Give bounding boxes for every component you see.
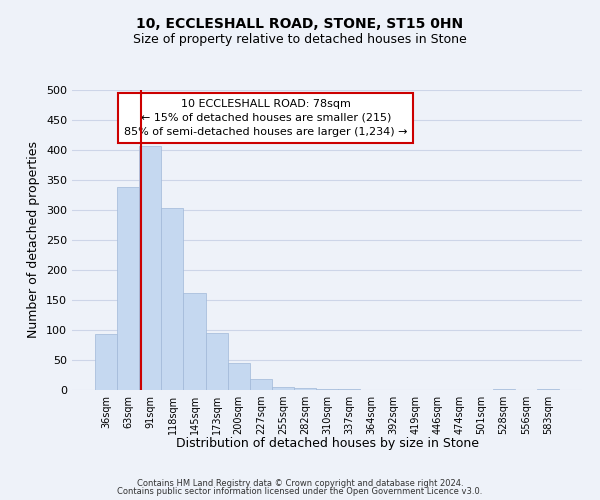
Bar (493, 389, 515, 390)
Bar (139, 146, 161, 390)
Bar (117, 187, 139, 390)
Text: Contains public sector information licensed under the Open Government Licence v3: Contains public sector information licen… (118, 487, 482, 496)
Bar (294, 388, 316, 390)
Bar (206, 333, 227, 390)
Bar (250, 379, 272, 390)
Bar (316, 389, 338, 390)
Text: Size of property relative to detached houses in Stone: Size of property relative to detached ho… (133, 32, 467, 46)
Y-axis label: Number of detached properties: Number of detached properties (28, 142, 40, 338)
Text: 10 ECCLESHALL ROAD: 78sqm
← 15% of detached houses are smaller (215)
85% of semi: 10 ECCLESHALL ROAD: 78sqm ← 15% of detac… (124, 99, 407, 137)
Bar (95, 334, 117, 390)
Bar (227, 363, 250, 390)
Bar (272, 387, 294, 390)
Bar (184, 293, 206, 390)
X-axis label: Distribution of detached houses by size in Stone: Distribution of detached houses by size … (176, 437, 479, 450)
Bar (161, 208, 184, 390)
Bar (537, 389, 559, 390)
Text: Contains HM Land Registry data © Crown copyright and database right 2024.: Contains HM Land Registry data © Crown c… (137, 478, 463, 488)
Text: 10, ECCLESHALL ROAD, STONE, ST15 0HN: 10, ECCLESHALL ROAD, STONE, ST15 0HN (136, 18, 464, 32)
